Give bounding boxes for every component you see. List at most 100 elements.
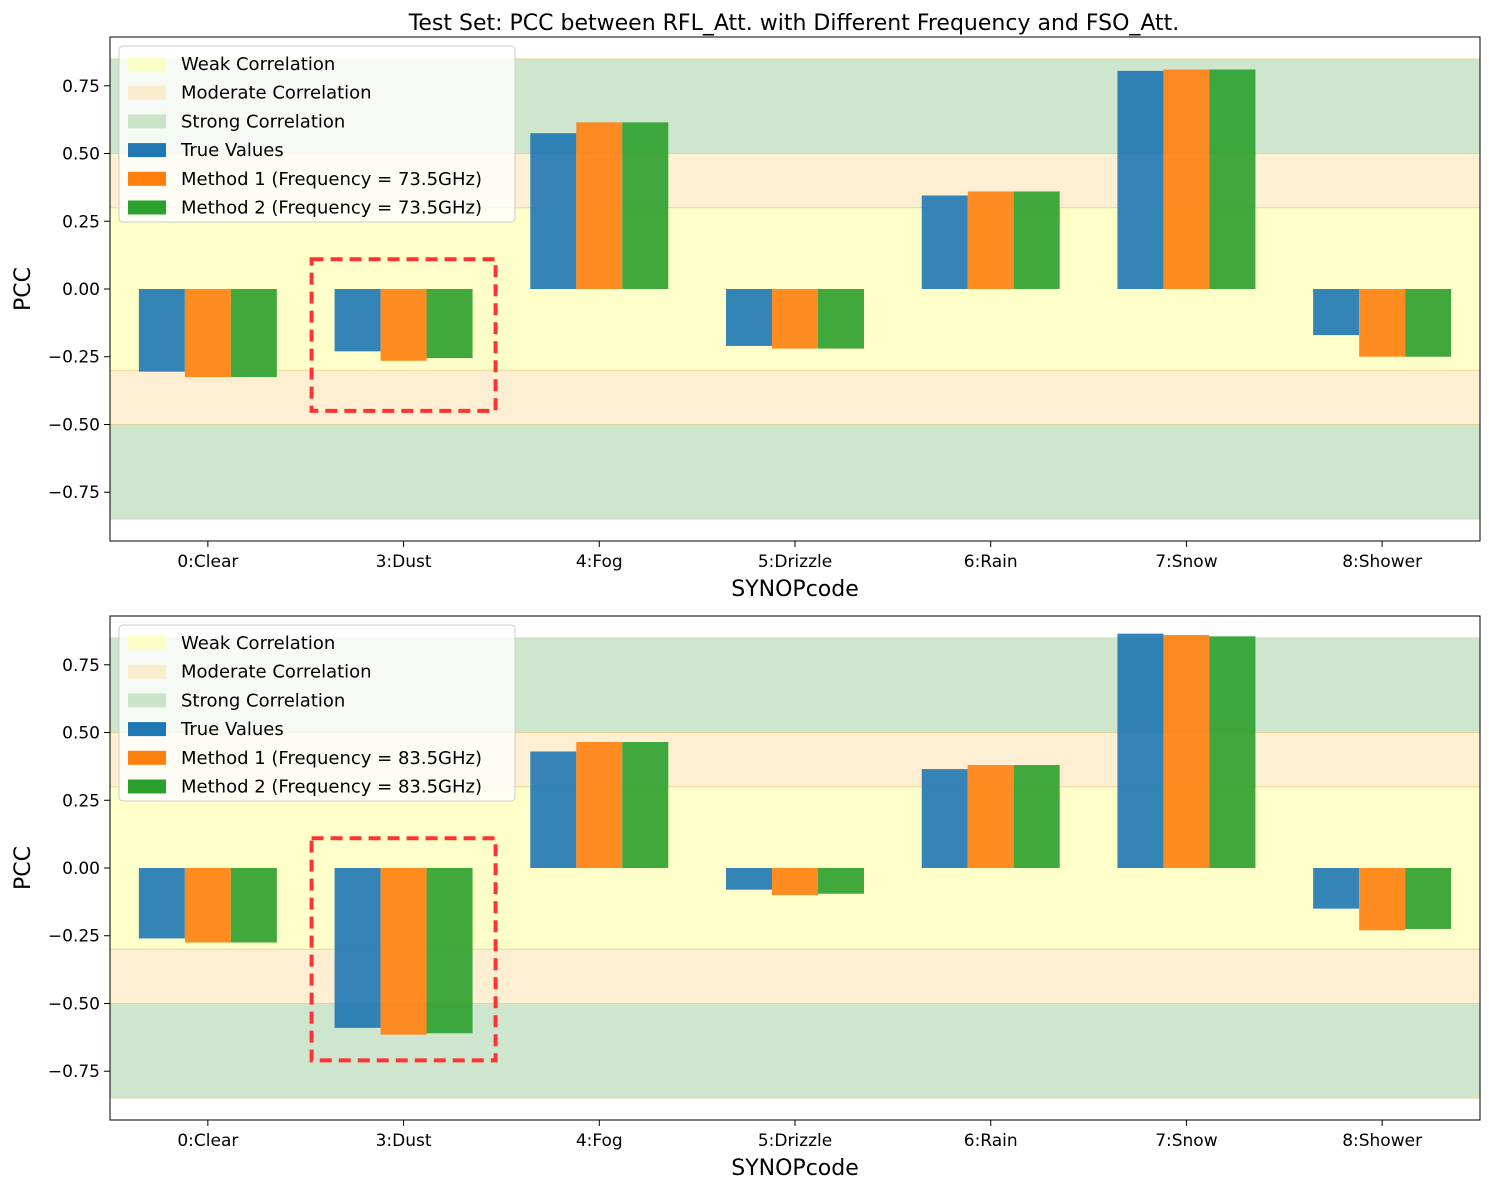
legend-swatch bbox=[128, 722, 166, 737]
x-tick-label: 5:Drizzle bbox=[758, 552, 832, 572]
legend-entry: True Values bbox=[180, 719, 284, 740]
legend-swatch bbox=[128, 693, 166, 708]
y-tick-label: 0.25 bbox=[62, 791, 100, 811]
bar-true-values-drizzle bbox=[726, 289, 772, 346]
y-tick-label: 0.00 bbox=[62, 280, 100, 300]
bar-true-values-dust bbox=[334, 289, 381, 352]
legend-swatch bbox=[128, 750, 166, 765]
band-strong-correlation bbox=[109, 1002, 1481, 1099]
bar-method-2-rain bbox=[1013, 765, 1060, 868]
bar-method-1-dust bbox=[380, 289, 427, 361]
x-tick-label: 0:Clear bbox=[177, 1131, 238, 1151]
legend-entry: Strong Correlation bbox=[181, 690, 345, 711]
legend-box bbox=[118, 624, 516, 802]
bar-method-2-dust bbox=[426, 868, 473, 1034]
y-tick-label: 0.50 bbox=[62, 724, 100, 744]
bar-method-1-snow bbox=[1163, 69, 1210, 289]
band-strong-correlation bbox=[109, 423, 1481, 520]
y-tick-label: 0.75 bbox=[62, 77, 100, 97]
subplot-1: 0.75 0.50 0.25 0.00 −0.25 −0.50 −0.75 0:Clear 3:… bbox=[11, 36, 1481, 602]
legend-entry: Method 2 (Frequency = 83.5GHz) bbox=[181, 777, 482, 798]
y-axis-label: PCC bbox=[11, 267, 36, 311]
legend-swatch bbox=[128, 57, 166, 71]
bar-method-1-drizzle bbox=[772, 868, 818, 896]
x-tick-label: 3:Dust bbox=[376, 1131, 432, 1151]
bar-true-values-shower bbox=[1313, 289, 1360, 336]
legend-entry: Weak Correlation bbox=[181, 54, 335, 75]
y-tick-label: −0.75 bbox=[48, 1062, 100, 1082]
bar-method-2-shower bbox=[1405, 868, 1452, 929]
x-tick-label: 4:Fog bbox=[576, 552, 623, 572]
x-tick-label: 7:Snow bbox=[1155, 1131, 1218, 1151]
legend-entry: True Values bbox=[180, 140, 284, 161]
bar-true-values-rain bbox=[921, 769, 968, 868]
bar-method-2-drizzle bbox=[818, 289, 864, 349]
bar-method-1-dust bbox=[380, 868, 427, 1035]
y-axis-label: PCC bbox=[11, 846, 36, 890]
legend-entry: Moderate Correlation bbox=[181, 662, 372, 683]
x-tick-label: 3:Dust bbox=[376, 552, 432, 572]
bar-method-1-shower bbox=[1359, 868, 1406, 931]
legend: Weak Correlation Moderate Correlation Stro… bbox=[118, 45, 516, 223]
subplot-2: 0.75 0.50 0.25 0.00 −0.25 −0.50 −0.75 0:Clear 3:… bbox=[11, 615, 1481, 1181]
bar-method-1-fog bbox=[576, 122, 623, 290]
bar-method-2-fog bbox=[622, 122, 669, 290]
bar-true-values-clear bbox=[138, 868, 185, 939]
bar-method-2-snow bbox=[1209, 69, 1256, 289]
bar-true-values-dust bbox=[334, 868, 381, 1028]
x-tick-label: 6:Rain bbox=[964, 1131, 1018, 1151]
y-tick-label: 0.25 bbox=[62, 212, 100, 232]
y-tick-label: −0.50 bbox=[48, 994, 100, 1014]
bar-method-2-fog bbox=[622, 742, 669, 868]
legend-entry: Method 1 (Frequency = 73.5GHz) bbox=[181, 169, 482, 190]
legend-swatch bbox=[128, 114, 166, 129]
bar-true-values-snow bbox=[1117, 70, 1164, 289]
x-tick-label: 4:Fog bbox=[576, 1131, 623, 1151]
bar-method-1-snow bbox=[1163, 634, 1210, 868]
bar-true-values-clear bbox=[138, 289, 185, 372]
x-tick-label: 0:Clear bbox=[177, 552, 238, 572]
bar-method-2-dust bbox=[426, 289, 473, 359]
legend: Weak Correlation Moderate Correlation Stro… bbox=[118, 624, 516, 802]
legend-swatch bbox=[128, 664, 166, 679]
y-tick-label: −0.25 bbox=[48, 927, 100, 947]
bar-true-values-fog bbox=[530, 751, 577, 868]
y-tick-label: 0.50 bbox=[62, 145, 100, 165]
legend-entry: Strong Correlation bbox=[181, 111, 345, 132]
bar-method-1-drizzle bbox=[772, 289, 818, 349]
bar-method-2-shower bbox=[1405, 289, 1452, 357]
highlight-box-dust bbox=[309, 836, 498, 1063]
x-tick-label: 8:Shower bbox=[1342, 1131, 1422, 1151]
band-moderate-correlation bbox=[109, 948, 1481, 1004]
bar-true-values-snow bbox=[1117, 633, 1164, 868]
legend-box bbox=[118, 45, 516, 223]
x-tick-label: 5:Drizzle bbox=[758, 1131, 832, 1151]
legend-entry: Weak Correlation bbox=[181, 633, 335, 654]
x-axis-label: SYNOPcode bbox=[731, 1156, 859, 1181]
bar-true-values-rain bbox=[921, 195, 968, 289]
bar-method-1-rain bbox=[967, 191, 1014, 289]
legend-swatch bbox=[128, 171, 166, 186]
bar-method-2-snow bbox=[1209, 636, 1256, 868]
bar-method-2-rain bbox=[1013, 191, 1060, 289]
bar-method-1-shower bbox=[1359, 289, 1406, 357]
bar-method-1-fog bbox=[576, 742, 623, 868]
bar-method-2-clear bbox=[230, 868, 277, 943]
legend-swatch bbox=[128, 85, 166, 100]
bar-true-values-drizzle bbox=[726, 868, 772, 890]
figure-title: Test Set: PCC between RFL_Att. with Diff… bbox=[408, 11, 1180, 36]
bar-method-2-drizzle bbox=[818, 868, 864, 894]
legend-swatch bbox=[128, 636, 166, 650]
y-tick-label: 0.75 bbox=[62, 656, 100, 676]
bar-method-1-clear bbox=[184, 289, 231, 378]
x-tick-label: 7:Snow bbox=[1155, 552, 1218, 572]
bar-method-2-clear bbox=[230, 289, 277, 378]
y-tick-label: −0.75 bbox=[48, 483, 100, 503]
x-axis-label: SYNOPcode bbox=[731, 577, 859, 602]
legend-entry: Moderate Correlation bbox=[181, 83, 372, 104]
x-tick-label: 8:Shower bbox=[1342, 552, 1422, 572]
y-tick-label: −0.50 bbox=[48, 415, 100, 435]
legend-entry: Method 2 (Frequency = 73.5GHz) bbox=[181, 198, 482, 219]
bar-method-1-clear bbox=[184, 868, 231, 943]
